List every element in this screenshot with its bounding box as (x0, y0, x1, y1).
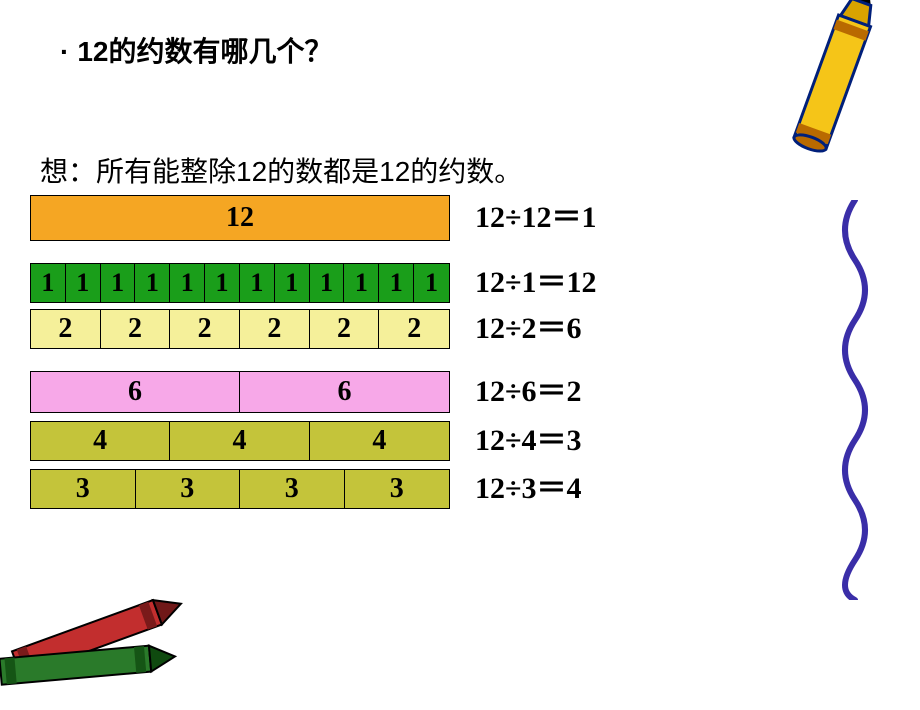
bar-6: 6 6 (30, 371, 450, 413)
bar-2-cell: 2 (31, 310, 101, 348)
bar-2-cell: 2 (240, 310, 310, 348)
bar-2-cell: 2 (379, 310, 449, 348)
bar-1-cell: 1 (31, 264, 66, 302)
bar-2-cell: 2 (170, 310, 240, 348)
bar-2-cell: 2 (310, 310, 380, 348)
bar-3-cell: 3 (31, 470, 136, 508)
bar-4-cell: 4 (31, 422, 170, 460)
crayon-top-icon (780, 0, 900, 190)
bars-area: 12 1 1 1 1 1 1 1 1 1 1 1 1 2 2 2 2 2 2 6… (30, 195, 450, 509)
bar-1-cell: 1 (275, 264, 310, 302)
bar-6-cell: 6 (240, 372, 449, 412)
page-title: · 12的约数有哪几个？ (60, 30, 332, 70)
bar-3: 3 3 3 3 (30, 469, 450, 509)
equation-2: 12÷2＝6 (475, 309, 596, 349)
bar-1-cell: 1 (205, 264, 240, 302)
bar-1: 1 1 1 1 1 1 1 1 1 1 1 1 (30, 263, 450, 303)
bar-1-cell: 1 (344, 264, 379, 302)
bar-3-cell: 3 (345, 470, 450, 508)
equation-3: 12÷3＝4 (475, 469, 596, 509)
bar-3-cell: 3 (136, 470, 241, 508)
equation-6: 12÷6＝2 (475, 371, 596, 413)
bar-2: 2 2 2 2 2 2 (30, 309, 450, 349)
bar-3-cell: 3 (240, 470, 345, 508)
equation-12: 12÷12＝1 (475, 195, 596, 241)
bar-4-cell: 4 (170, 422, 309, 460)
bar-1-cell: 1 (135, 264, 170, 302)
equations-column: 12÷12＝1 12÷1＝12 12÷2＝6 12÷6＝2 12÷4＝3 12÷… (475, 195, 596, 509)
squiggle-icon (825, 200, 885, 600)
bar-1-cell: 1 (414, 264, 449, 302)
equation-1: 12÷1＝12 (475, 263, 596, 303)
think-line: 想：所有能整除12的数都是12的约数。 (40, 150, 522, 190)
bar-1-cell: 1 (101, 264, 136, 302)
bar-2-cell: 2 (101, 310, 171, 348)
bar-1-cell: 1 (170, 264, 205, 302)
bar-12: 12 (30, 195, 450, 241)
bar-1-cell: 1 (310, 264, 345, 302)
crayons-bottom-icon (0, 550, 230, 710)
bar-12-cell: 12 (31, 196, 449, 240)
bar-6-cell: 6 (31, 372, 240, 412)
bar-4: 4 4 4 (30, 421, 450, 461)
bar-1-cell: 1 (240, 264, 275, 302)
bar-4-cell: 4 (310, 422, 449, 460)
bar-1-cell: 1 (66, 264, 101, 302)
equation-4: 12÷4＝3 (475, 421, 596, 461)
bar-1-cell: 1 (379, 264, 414, 302)
title-bullet: · (60, 36, 69, 67)
title-text: 12的约数有哪几个？ (77, 36, 332, 67)
